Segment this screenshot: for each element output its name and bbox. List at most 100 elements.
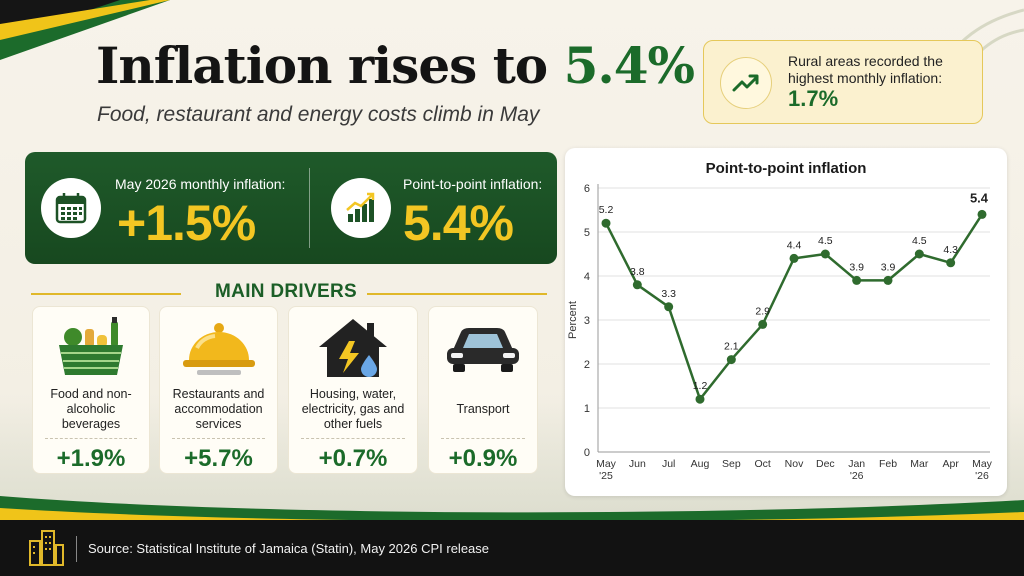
chart-card: Point-to-point inflation 0 1 2 3 4 5 6 Percent M… [565, 148, 1007, 496]
data-label: 3.3 [661, 288, 676, 300]
food-cloche-icon [160, 313, 277, 383]
driver-value: +5.7% [184, 445, 253, 472]
car-icon [429, 313, 537, 383]
main-drivers-heading: MAIN DRIVERS [25, 281, 547, 305]
x-tick-label: Dec [816, 458, 835, 470]
data-label: 1.2 [693, 380, 708, 392]
main-drivers-title: MAIN DRIVERS [215, 281, 357, 302]
y-tick-label: 1 [584, 403, 590, 415]
x-tick-label: May [596, 458, 617, 470]
chart-title: Point-to-point inflation [705, 160, 867, 177]
title-text: Inflation rises to [96, 36, 548, 95]
source-note: Source: Statistical Institute of Jamaica… [88, 541, 490, 556]
driver-label: Housing, water, electricity, gas and oth… [301, 386, 405, 431]
driver-value: +0.7% [318, 445, 388, 472]
driver-value: +1.9% [56, 445, 126, 472]
driver-card-restaurants: Restaurants and accommodation services +… [159, 306, 278, 474]
x-tick-label: '26 [850, 470, 864, 482]
y-tick-label: 5 [584, 227, 590, 239]
driver-label: Food and non-alcoholic beverages [50, 386, 132, 431]
data-label: 2.9 [755, 305, 770, 317]
page-subtitle: Food, restaurant and energy costs climb … [97, 103, 540, 126]
callout-text: Rural areas recorded the highest monthly… [788, 53, 943, 111]
x-tick-label: Sep [722, 458, 741, 470]
data-label: 4.3 [943, 244, 958, 256]
x-tick-label: '26 [975, 470, 989, 482]
summary-panel: May 2026 monthly inflation: +1.5% Point-… [25, 152, 557, 264]
house-utilities-icon [289, 313, 417, 383]
trend-up-icon [720, 57, 772, 109]
driver-label: Transport [456, 401, 510, 416]
panel-divider [309, 168, 310, 248]
rural-inflation-callout: Rural areas recorded the highest monthly… [703, 40, 983, 124]
x-tick-label: Jul [662, 458, 675, 470]
driver-separator [45, 438, 137, 439]
x-tick-label: Feb [879, 458, 897, 470]
heading-rule-right [367, 293, 547, 295]
data-point [695, 394, 705, 404]
data-point [883, 275, 893, 285]
driver-card-food: Food and non-alcoholic beverages +1.9% [32, 306, 150, 474]
x-tick-label: May [972, 458, 993, 470]
footer-bar [0, 520, 1024, 576]
x-tick-label: Nov [785, 458, 804, 470]
y-tick-label: 4 [584, 271, 590, 283]
data-label: 4.5 [912, 235, 927, 247]
data-point [632, 280, 642, 290]
data-label: 3.9 [881, 261, 896, 273]
x-tick-label: Apr [942, 458, 959, 470]
bar-growth-icon [331, 178, 391, 238]
y-axis-label: Percent [567, 301, 579, 339]
driver-value: +0.9% [448, 445, 518, 472]
driver-label: Restaurants and accommodation services [172, 386, 265, 431]
driver-separator [301, 438, 405, 439]
data-point [946, 258, 956, 268]
x-tick-label: Oct [754, 458, 770, 470]
jamaica-flag-corner [0, 0, 170, 60]
calendar-icon [41, 178, 101, 238]
y-tick-label: 2 [584, 359, 590, 371]
y-tick-label: 3 [584, 315, 590, 327]
data-point [852, 275, 862, 285]
callout-line-1: Rural areas recorded the [788, 53, 943, 69]
page-title: Inflation rises to 5.4% [96, 36, 695, 95]
monthly-inflation-value: +1.5% [117, 195, 256, 251]
data-label: 4.4 [787, 239, 802, 251]
data-label: 2.1 [724, 341, 739, 353]
data-label: 5.4 [970, 190, 989, 205]
data-label: 5.2 [599, 204, 614, 216]
driver-card-transport: Transport +0.9% [428, 306, 538, 474]
y-tick-label: 6 [584, 183, 590, 195]
p2p-inflation-label: Point-to-point inflation: [403, 176, 543, 192]
driver-separator [172, 438, 265, 439]
data-label: 3.9 [849, 261, 864, 273]
title-value: 5.4% [563, 36, 695, 95]
callout-line-2: highest monthly inflation: [788, 70, 943, 86]
data-point [601, 218, 611, 228]
data-point [726, 355, 736, 365]
data-point [977, 209, 987, 219]
footer-divider [76, 536, 77, 562]
city-buildings-icon [29, 530, 64, 566]
data-point [664, 302, 674, 312]
data-label: 3.8 [630, 266, 645, 278]
driver-card-housing: Housing, water, electricity, gas and oth… [288, 306, 418, 474]
data-point [914, 249, 924, 259]
data-label: 4.5 [818, 235, 833, 247]
p2p-inflation-value: 5.4% [403, 195, 514, 251]
driver-separator [441, 438, 525, 439]
callout-value: 1.7% [788, 86, 839, 111]
x-tick-label: Aug [691, 458, 710, 470]
x-tick-label: Jan [848, 458, 865, 470]
data-point [820, 249, 830, 259]
heading-rule-left [31, 293, 181, 295]
x-tick-label: Mar [910, 458, 929, 470]
data-point [789, 253, 799, 263]
grocery-basket-icon [33, 313, 149, 383]
monthly-inflation-label: May 2026 monthly inflation: [115, 176, 286, 192]
x-tick-label: Jun [629, 458, 646, 470]
y-tick-label: 0 [584, 447, 590, 459]
x-tick-label: '25 [599, 470, 613, 482]
data-point [758, 319, 768, 329]
